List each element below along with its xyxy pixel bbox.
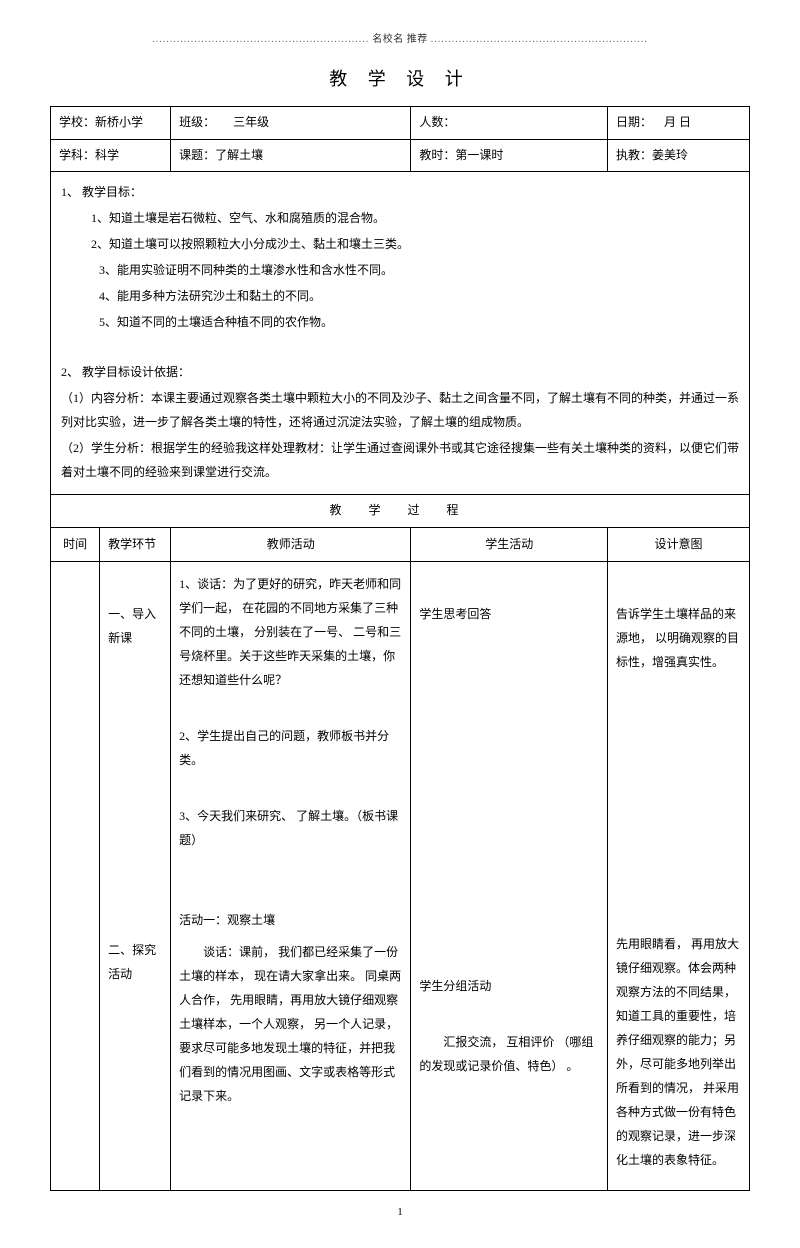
objectives-cell: 1、 教学目标： 1、知道土壤是岩石微粒、空气、水和腐殖质的混合物。 2、知道土… [51, 172, 750, 495]
design-1: 告诉学生土壤样品的来源地， 以明确观察的目标性，增强真实性。 [616, 602, 741, 674]
obj-item-1: 1、知道土壤是岩石微粒、空气、水和腐殖质的混合物。 [61, 206, 739, 230]
page-number: 1 [50, 1206, 750, 1218]
student-activity-cell: 学生思考回答 学生分组活动 汇报交流， 互相评价 （哪组的发现或记录价值、特色）… [411, 562, 608, 1191]
design-cell: 告诉学生土壤样品的来源地， 以明确观察的目标性，增强真实性。 先用眼睛看， 再用… [608, 562, 750, 1191]
segment-cell: 一、导入新课 二、探究活动 [100, 562, 171, 1191]
process-header-row: 教 学 过 程 [51, 495, 750, 528]
date-cell: 日期： 月 日 [608, 107, 750, 140]
content-row: 一、导入新课 二、探究活动 1、谈话：为了更好的研究，昨天老师和同学们一起， 在… [51, 562, 750, 1191]
col-design: 设计意图 [608, 527, 750, 562]
teacher-1b: 2、学生提出自己的问题，教师板书并分类。 [179, 724, 402, 772]
col-segment: 教学环节 [100, 527, 171, 562]
header-recommend: ........................................… [50, 30, 750, 45]
segment-1: 一、导入新课 [108, 602, 162, 650]
dots-left: ........................................… [152, 34, 369, 45]
basis-1: （1）内容分析：本课主要通过观察各类土壤中颗粒大小的不同及沙子、黏土之间含量不同… [61, 386, 739, 434]
dots-right: ........................................… [431, 34, 648, 45]
student-2a: 学生分组活动 [419, 974, 599, 998]
column-header-row: 时间 教学环节 教师活动 学生活动 设计意图 [51, 527, 750, 562]
obj-item-3: 3、能用实验证明不同种类的土壤渗水性和含水性不同。 [61, 258, 739, 282]
basis-heading: 2、 教学目标设计依据： [61, 360, 739, 384]
teacher-2b: 谈话：课前， 我们都已经采集了一份土壤的样本， 现在请大家拿出来。 同桌两人合作… [179, 940, 402, 1108]
subject-cell: 学科：科学 [51, 139, 171, 172]
basis-2: （2）学生分析：根据学生的经验我这样处理教材：让学生通过查阅课外书或其它途径搜集… [61, 436, 739, 484]
teacher-cell: 执教：姜美玲 [608, 139, 750, 172]
col-student: 学生活动 [411, 527, 608, 562]
lesson-plan-table: 学校：新桥小学 班级： 三年级 人数： 日期： 月 日 学科：科学 课题：了解土… [50, 106, 750, 1191]
info-row-1: 学校：新桥小学 班级： 三年级 人数： 日期： 月 日 [51, 107, 750, 140]
obj-item-5: 5、知道不同的土壤适合种植不同的农作物。 [61, 310, 739, 334]
objectives-row: 1、 教学目标： 1、知道土壤是岩石微粒、空气、水和腐殖质的混合物。 2、知道土… [51, 172, 750, 495]
obj-item-4: 4、能用多种方法研究沙土和黏土的不同。 [61, 284, 739, 308]
teacher-2a: 活动一：观察土壤 [179, 908, 402, 932]
design-2: 先用眼睛看， 再用放大镜仔细观察。体会两种观察方法的不同结果， 知道工具的重要性… [616, 932, 741, 1172]
col-time: 时间 [51, 527, 100, 562]
grade-cell: 班级： 三年级 [171, 107, 411, 140]
process-header: 教 学 过 程 [51, 495, 750, 528]
topic-cell: 课题：了解土壤 [171, 139, 411, 172]
recommend-text: 名校名 推荐 [372, 34, 428, 45]
count-cell: 人数： [411, 107, 608, 140]
school-cell: 学校：新桥小学 [51, 107, 171, 140]
info-row-2: 学科：科学 课题：了解土壤 教时：第一课时 执教：姜美玲 [51, 139, 750, 172]
time-cell [51, 562, 100, 1191]
page-title: 教 学 设 计 [50, 65, 750, 91]
student-2b: 汇报交流， 互相评价 （哪组的发现或记录价值、特色） 。 [419, 1030, 599, 1078]
teacher-1c: 3、今天我们来研究、 了解土壤。（板书课题） [179, 804, 402, 852]
teacher-1a: 1、谈话：为了更好的研究，昨天老师和同学们一起， 在花园的不同地方采集了三种不同… [179, 572, 402, 692]
col-teacher: 教师活动 [171, 527, 411, 562]
segment-2: 二、探究活动 [108, 938, 162, 986]
period-cell: 教时：第一课时 [411, 139, 608, 172]
obj-item-2: 2、知道土壤可以按照颗粒大小分成沙土、黏土和壤土三类。 [61, 232, 739, 256]
student-1: 学生思考回答 [419, 602, 599, 626]
teacher-activity-cell: 1、谈话：为了更好的研究，昨天老师和同学们一起， 在花园的不同地方采集了三种不同… [171, 562, 411, 1191]
obj-heading: 1、 教学目标： [61, 180, 739, 204]
